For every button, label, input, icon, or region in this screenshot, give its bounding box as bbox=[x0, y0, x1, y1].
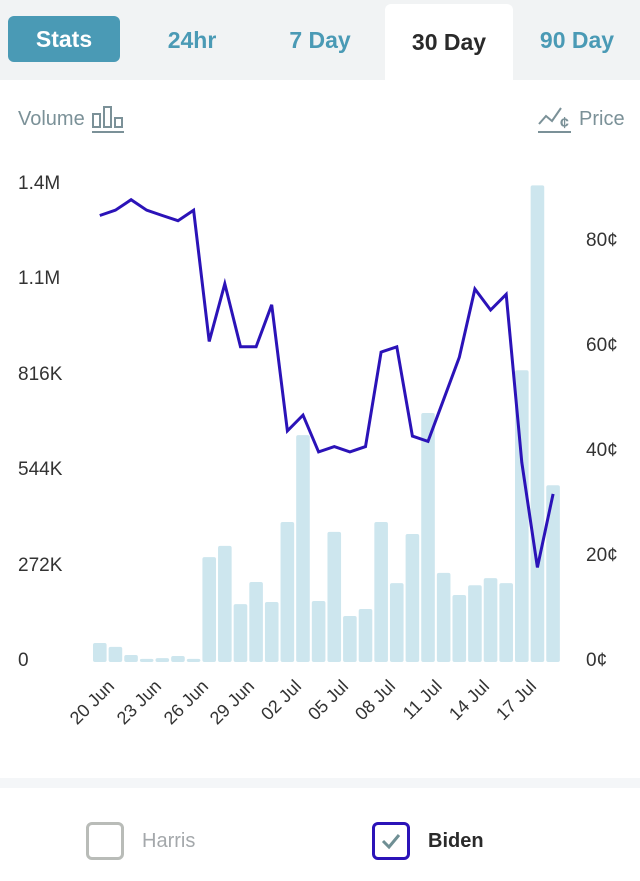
y-left-tick-label: 816K bbox=[18, 363, 63, 385]
tab-90-day[interactable]: 90 Day bbox=[539, 26, 615, 53]
volume-bar bbox=[311, 600, 326, 662]
volume-bar bbox=[280, 522, 295, 662]
tab-7-day[interactable]: 7 Day bbox=[289, 26, 351, 53]
harris-label: Harris bbox=[142, 829, 196, 852]
y-right-tick-label: 20¢ bbox=[586, 544, 618, 566]
volume-bar bbox=[515, 370, 529, 662]
legend-harris[interactable]: Harris bbox=[86, 822, 195, 860]
volume-bar bbox=[218, 545, 232, 662]
volume-bar bbox=[374, 522, 388, 662]
y-right-tick-label: 60¢ bbox=[586, 334, 618, 356]
price-line bbox=[99, 197, 555, 568]
volume-bar bbox=[358, 609, 373, 662]
price-toggle[interactable]: ¢ Price bbox=[537, 104, 625, 134]
volume-bar bbox=[108, 646, 123, 662]
volume-bar bbox=[249, 582, 263, 662]
volume-label: Volume bbox=[18, 107, 85, 130]
y-right-tick-label: 40¢ bbox=[586, 439, 618, 461]
volume-bar bbox=[499, 583, 513, 662]
bar-chart-icon bbox=[91, 106, 124, 133]
harris-checkbox[interactable] bbox=[86, 822, 124, 860]
volume-bar bbox=[389, 583, 404, 662]
volume-bar bbox=[436, 572, 451, 662]
y-left-tick-label: 1.4M bbox=[18, 173, 61, 194]
biden-checkbox[interactable] bbox=[372, 822, 410, 860]
volume-bar bbox=[405, 533, 420, 662]
y-right-tick-label: 80¢ bbox=[586, 229, 618, 251]
legend-biden[interactable]: Biden bbox=[372, 822, 484, 860]
volume-bar bbox=[483, 578, 498, 662]
volume-bar bbox=[233, 604, 248, 662]
tab-30-day[interactable]: 30 Day bbox=[385, 4, 513, 80]
checkmark-icon bbox=[381, 834, 401, 850]
volume-bar bbox=[202, 557, 217, 662]
svg-text:¢: ¢ bbox=[560, 115, 569, 132]
volume-price-chart bbox=[93, 185, 560, 662]
y-right-tick-label: 0¢ bbox=[586, 650, 608, 671]
volume-toggle[interactable]: Volume bbox=[18, 104, 125, 134]
y-left-tick-label: 272K bbox=[18, 554, 63, 576]
volume-bar bbox=[296, 435, 310, 662]
stats-button[interactable]: Stats bbox=[8, 16, 120, 62]
volume-bar bbox=[530, 185, 545, 662]
volume-bar bbox=[124, 654, 138, 662]
volume-bar bbox=[468, 585, 482, 662]
volume-bar bbox=[186, 658, 201, 662]
timeframe-tabbar: Stats 24hr 7 Day 30 Day 90 Day bbox=[0, 0, 640, 80]
tab-24hr[interactable]: 24hr bbox=[167, 26, 217, 53]
section-divider bbox=[0, 778, 640, 788]
volume-bar bbox=[171, 656, 185, 662]
volume-bar bbox=[327, 531, 342, 662]
volume-bar bbox=[155, 658, 170, 662]
price-line-icon: ¢ bbox=[538, 107, 571, 133]
volume-bar bbox=[343, 616, 357, 662]
volume-bar bbox=[93, 643, 107, 662]
volume-bar bbox=[546, 485, 560, 662]
volume-bar bbox=[421, 412, 435, 662]
volume-bar bbox=[139, 658, 154, 662]
biden-label: Biden bbox=[428, 829, 484, 852]
volume-bar bbox=[452, 595, 467, 662]
y-left-tick-label: 0 bbox=[18, 650, 29, 671]
price-label: Price bbox=[579, 107, 625, 130]
y-left-tick-label: 1.1M bbox=[18, 268, 61, 290]
y-left-tick-label: 544K bbox=[18, 459, 63, 481]
volume-bar bbox=[264, 602, 279, 662]
